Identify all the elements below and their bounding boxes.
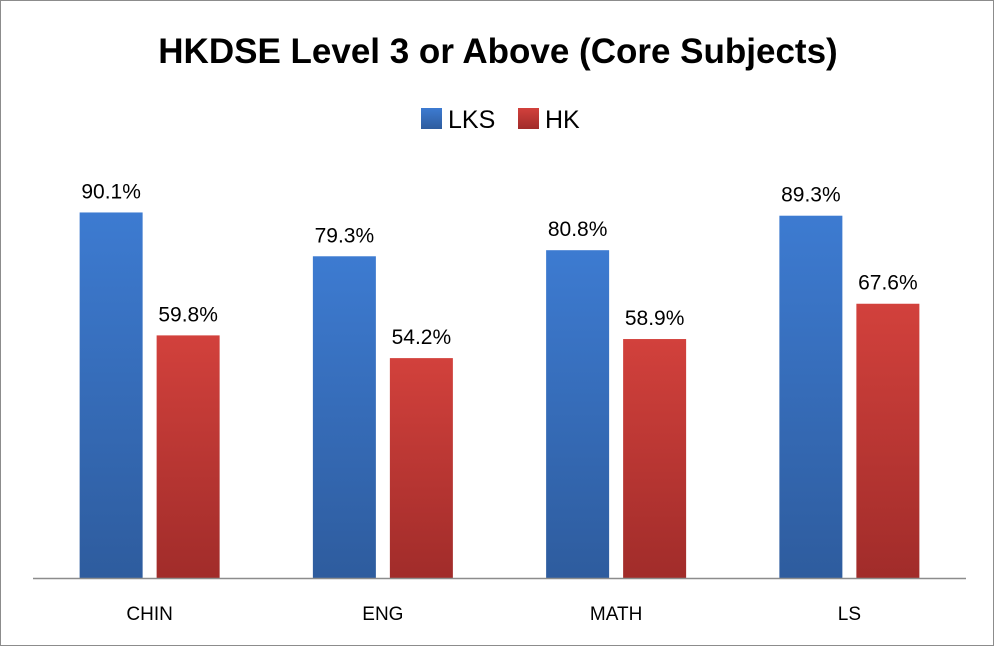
bar-hk-chin xyxy=(156,335,220,578)
chart-legend: LKS HK xyxy=(421,106,580,134)
data-label-lks-eng: 79.3% xyxy=(315,224,375,247)
legend-label-hk: HK xyxy=(545,106,580,134)
bar-lks-chin xyxy=(79,212,143,578)
data-label-lks-chin: 90.1% xyxy=(81,180,141,203)
x-tick-label-eng: ENG xyxy=(362,604,403,625)
bar-lks-ls xyxy=(779,215,843,578)
legend-swatch-lks xyxy=(421,108,442,129)
bar-hk-eng xyxy=(389,358,453,578)
data-label-hk-eng: 54.2% xyxy=(392,326,452,349)
x-tick-label-math: MATH xyxy=(590,604,642,625)
bars-group: 90.1% 59.8% 79.3% 54.2% 80.8% 58.9% 89.3% 67.6% xyxy=(79,180,920,578)
x-axis: CHIN ENG MATH LS xyxy=(33,577,966,625)
x-tick-label-ls: LS xyxy=(838,604,861,625)
bar-lks-eng xyxy=(312,256,376,578)
data-label-lks-ls: 89.3% xyxy=(781,184,841,207)
data-label-hk-math: 58.9% xyxy=(625,307,685,330)
x-tick-label-chin: CHIN xyxy=(126,604,172,625)
bar-hk-math xyxy=(623,339,687,578)
legend-label-lks: LKS xyxy=(448,106,495,134)
legend-swatch-hk xyxy=(518,108,539,129)
bar-lks-math xyxy=(546,250,610,578)
bar-hk-ls xyxy=(856,303,920,578)
data-label-hk-chin: 59.8% xyxy=(158,303,218,326)
chart-title: HKDSE Level 3 or Above (Core Subjects) xyxy=(158,32,837,71)
data-label-lks-math: 80.8% xyxy=(548,218,608,241)
data-label-hk-ls: 67.6% xyxy=(858,272,918,295)
